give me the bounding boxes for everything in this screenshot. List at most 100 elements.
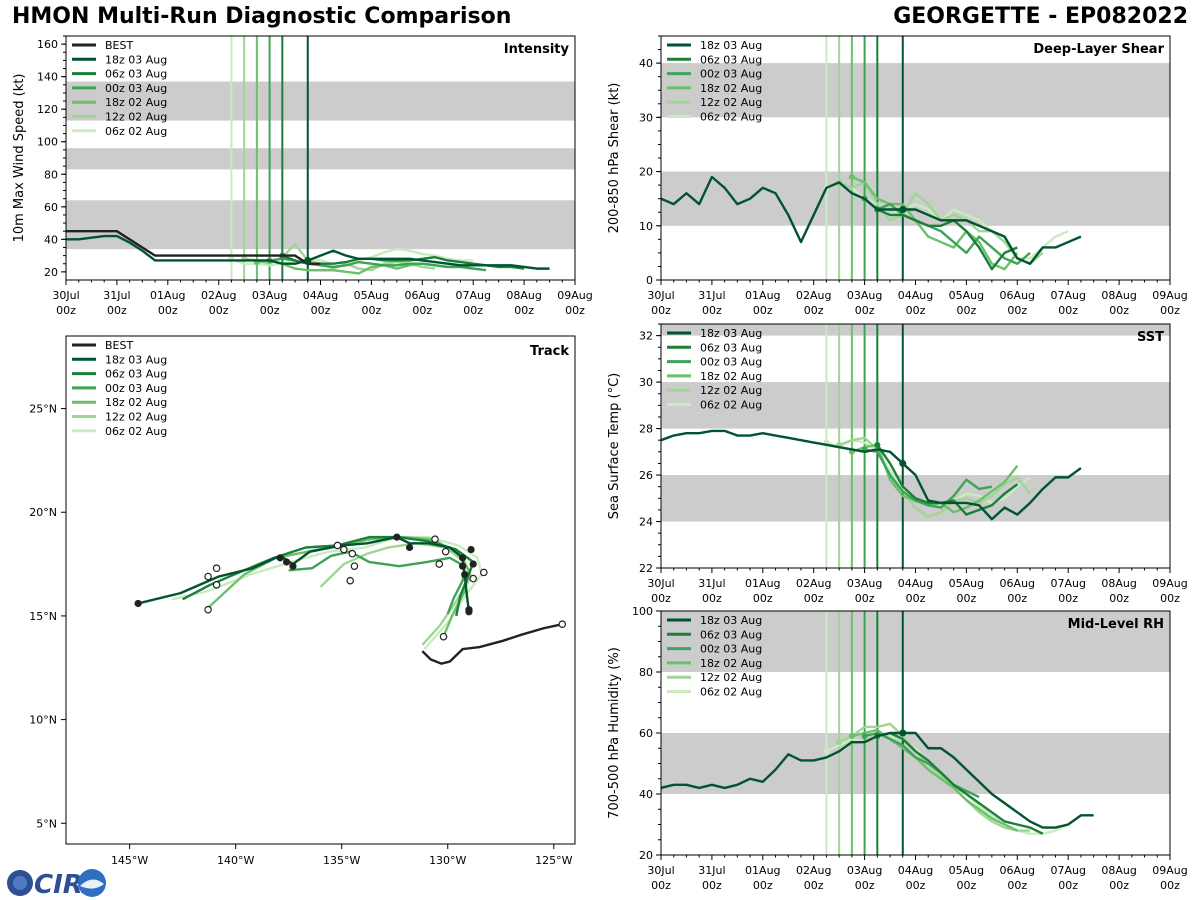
legend-label-06z-02-aug: 06z 02 Aug (105, 125, 167, 138)
x-tick-label: 06Aug (1000, 289, 1035, 302)
x-tick-sublabel: 00z (412, 304, 432, 317)
current-init-marker (899, 729, 907, 737)
legend-label-00z-03-aug: 00z 03 Aug (105, 82, 167, 95)
x-tick-label: 02Aug (201, 289, 236, 302)
track-open-marker (348, 549, 357, 558)
x-tick-sublabel: 00z (1109, 592, 1129, 605)
x-tick-sublabel: 00z (804, 592, 824, 605)
legend-label-best: BEST (105, 339, 133, 352)
series-line-18z-03-aug (661, 175, 1082, 265)
threshold-band (66, 200, 575, 250)
track-open-marker (204, 605, 212, 614)
lat-tick-label: 15°N (29, 610, 57, 623)
x-tick-sublabel: 00z (906, 304, 926, 317)
y-tick-label: 20 (639, 166, 653, 179)
y-tick-label: 80 (44, 168, 58, 181)
legend-label-12z-02-aug: 12z 02 Aug (700, 384, 762, 397)
track-filled-marker (465, 606, 473, 614)
x-tick-sublabel: 00z (56, 304, 76, 317)
threshold-band (661, 733, 1170, 794)
y-tick-label: 40 (639, 57, 653, 70)
legend-label-00z-03-aug: 00z 03 Aug (105, 382, 167, 395)
track-filled-marker (467, 545, 475, 554)
y-tick-label: 140 (37, 71, 58, 84)
legend-label-12z-02-aug: 12z 02 Aug (700, 96, 762, 109)
track-filled-marker (134, 599, 142, 608)
y-tick-label: 100 (632, 605, 653, 618)
x-tick-sublabel: 00z (1109, 304, 1129, 317)
track-filled-marker (461, 570, 469, 579)
x-tick-sublabel: 00z (107, 304, 127, 317)
init-marker-18z-02-aug (848, 733, 855, 740)
legend-label-18z-03-aug: 18z 03 Aug (700, 327, 762, 340)
legend-label-06z-03-aug: 06z 03 Aug (105, 368, 167, 381)
legend-label-06z-02-aug: 06z 02 Aug (700, 111, 762, 124)
x-tick-label: 30Jul (52, 289, 79, 302)
x-tick-label: 03Aug (847, 864, 882, 877)
track-filled-marker (282, 558, 291, 566)
x-tick-label: 05Aug (354, 289, 389, 302)
legend-label-00z-03-aug: 00z 03 Aug (700, 68, 762, 81)
x-tick-sublabel: 00z (957, 304, 977, 317)
track-filled-marker (458, 554, 467, 562)
x-tick-label: 30Jul (647, 864, 674, 877)
track-open-marker (333, 541, 342, 550)
x-tick-sublabel: 00z (209, 304, 229, 317)
x-tick-label: 07Aug (455, 289, 490, 302)
track-open-marker (346, 576, 354, 585)
x-tick-label: 04Aug (898, 864, 933, 877)
y-axis-label-intensity: 10m Max Wind Speed (kt) (12, 74, 27, 243)
x-tick-sublabel: 00z (804, 879, 824, 892)
x-tick-sublabel: 00z (702, 879, 722, 892)
lat-tick-label: 25°N (29, 403, 57, 416)
x-tick-label: 01Aug (150, 289, 185, 302)
page-title: HMON Multi-Run Diagnostic Comparison (12, 4, 512, 29)
threshold-band (66, 148, 575, 170)
y-tick-label: 30 (639, 111, 653, 124)
x-tick-label: 08Aug (1101, 864, 1136, 877)
y-tick-label: 22 (639, 562, 653, 575)
x-tick-sublabel: 00z (1058, 592, 1078, 605)
y-tick-label: 0 (646, 274, 653, 287)
x-tick-sublabel: 00z (463, 304, 483, 317)
track-line-best (421, 623, 563, 665)
threshold-band (661, 63, 1170, 118)
lon-tick-label: 130°W (429, 854, 466, 867)
legend-label-18z-03-aug: 18z 03 Aug (700, 39, 762, 52)
x-tick-sublabel: 00z (855, 592, 875, 605)
x-tick-sublabel: 00z (855, 879, 875, 892)
x-tick-label: 06Aug (1000, 864, 1035, 877)
x-tick-label: 05Aug (949, 289, 984, 302)
legend-label-06z-03-aug: 06z 03 Aug (700, 341, 762, 354)
legend-label-12z-02-aug: 12z 02 Aug (105, 411, 167, 424)
y-tick-label: 32 (639, 330, 653, 343)
intensity-panel: 20 40 60 80 100 120 140 160 30Jul 00z 31Jul 00z 01Au… (12, 35, 593, 317)
legend-label-18z-03-aug: 18z 03 Aug (105, 353, 167, 366)
track-open-marker (469, 574, 478, 583)
x-tick-sublabel: 00z (1058, 304, 1078, 317)
sst-panel: 22 24 26 28 30 32 30Jul 00z 31Jul 00z 01Aug 00z 02Au… (607, 323, 1188, 605)
x-tick-sublabel: 00z (1007, 304, 1027, 317)
x-tick-label: 02Aug (796, 864, 831, 877)
x-tick-label: 04Aug (898, 289, 933, 302)
x-tick-label: 04Aug (303, 289, 338, 302)
x-tick-sublabel: 00z (1058, 879, 1078, 892)
track-filled-marker (458, 562, 467, 570)
shear-panel: 0 10 20 30 40 30Jul 00z 31Jul 00z 01Aug 00z 02Aug 00… (607, 35, 1188, 317)
track-open-marker (431, 535, 439, 544)
lon-tick-label: 125°W (535, 854, 572, 867)
series-line-12z-02-aug (838, 722, 1031, 832)
y-axis-label-rh: 700-500 hPa Humidity (%) (607, 647, 622, 819)
x-tick-sublabel: 00z (1007, 592, 1027, 605)
lon-tick-label: 135°W (323, 854, 360, 867)
track-open-marker (558, 620, 567, 629)
x-tick-label: 09Aug (1152, 577, 1187, 590)
legend-label-12z-02-aug: 12z 02 Aug (105, 111, 167, 124)
storm-title: GEORGETTE - EP082022 (893, 4, 1188, 29)
series-line-00z-03-aug (864, 731, 980, 799)
plot-frame (65, 335, 576, 845)
y-tick-label: 160 (37, 38, 58, 51)
cira-logo: CIRA (7, 869, 106, 900)
legend-label-18z-02-aug: 18z 02 Aug (105, 396, 167, 409)
panel-title-intensity: Intensity (504, 42, 570, 57)
